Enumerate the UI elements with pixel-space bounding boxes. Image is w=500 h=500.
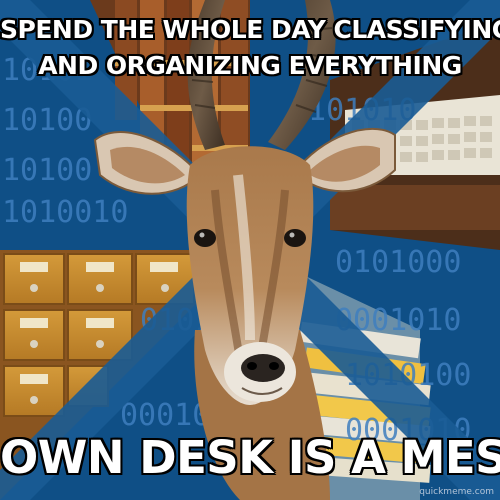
watermark-text: quickmeme.com xyxy=(419,487,494,497)
left-eye xyxy=(194,229,216,247)
nose xyxy=(241,354,285,382)
svg-text:1010010: 1010010 xyxy=(2,195,128,230)
bottom-caption: OWN DESK IS A MESS xyxy=(0,430,500,486)
svg-text:10100: 10100 xyxy=(2,153,92,188)
top-caption-line-2: AND ORGANIZING EVERYTHING xyxy=(0,48,500,84)
top-caption-line-1: SPEND THE WHOLE DAY CLASSIFYING xyxy=(0,12,500,48)
svg-text:0101000: 0101000 xyxy=(335,245,461,280)
top-caption: SPEND THE WHOLE DAY CLASSIFYING AND ORGA… xyxy=(0,12,500,84)
right-eye xyxy=(284,229,306,247)
